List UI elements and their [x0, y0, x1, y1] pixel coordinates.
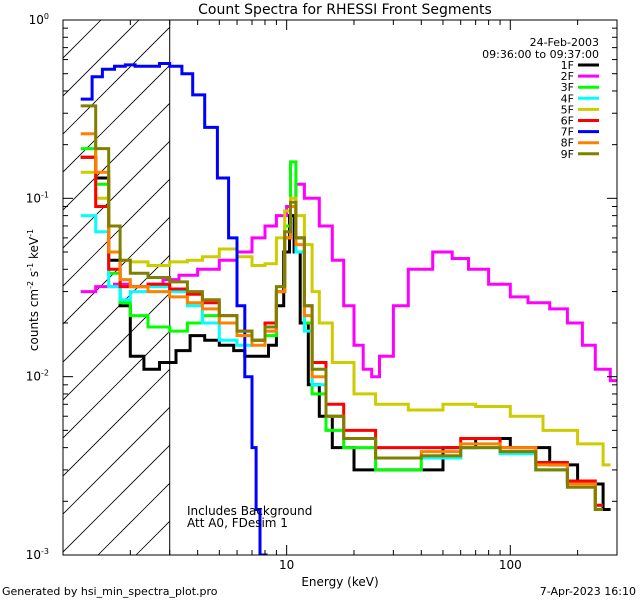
- y-tick-label: 10-1: [26, 190, 49, 205]
- y-tick-label: 10-2: [26, 369, 49, 384]
- time-range-label: 09:36:00 to 09:37:00: [482, 48, 599, 61]
- chart-title: Count Spectra for RHESSI Front Segments: [198, 2, 492, 18]
- series-5F: [80, 170, 611, 467]
- hatch-line: [63, 26, 170, 135]
- legend-label-8F: 8F: [561, 137, 574, 150]
- series-4F: [80, 205, 603, 507]
- legend-label-9F: 9F: [561, 148, 574, 161]
- legend-label-5F: 5F: [561, 103, 574, 116]
- legend-label-2F: 2F: [561, 70, 574, 83]
- hatch-line: [63, 102, 170, 211]
- hatch-line: [63, 64, 170, 173]
- hatch-line: [63, 368, 170, 477]
- hatch-line: [63, 444, 170, 553]
- plot-frame: [62, 19, 618, 556]
- y-axis: 100 10-1 10-2 10-3: [26, 12, 617, 562]
- series-layer: [80, 62, 617, 555]
- x-tick-label: 100: [499, 558, 522, 572]
- series-2F: [80, 182, 617, 383]
- hatch-line: [63, 292, 170, 401]
- footer-timestamp: 7-Apr-2023 16:10: [540, 585, 636, 598]
- series-7F: [80, 62, 268, 555]
- x-axis: 10 100: [62, 20, 618, 572]
- legend-label-1F: 1F: [561, 59, 574, 72]
- legend-label-3F: 3F: [561, 81, 574, 94]
- x-tick-label: 10: [279, 558, 294, 572]
- legend-label-7F: 7F: [561, 126, 574, 139]
- legend-label-4F: 4F: [561, 92, 574, 105]
- y-tick-label: 100: [29, 12, 49, 27]
- series-3F: [80, 147, 603, 511]
- annotation-background: Includes Background: [187, 504, 312, 518]
- legend-label-6F: 6F: [561, 115, 574, 128]
- footer-generated-by: Generated by hsi_min_spectra_plot.pro: [2, 585, 218, 598]
- y-axis-label: counts cm-2 s-1 keV-1: [26, 229, 41, 351]
- date-label: 24-Feb-2003: [530, 36, 599, 49]
- x-axis-label: Energy (keV): [301, 575, 378, 589]
- series-1F: [80, 155, 611, 511]
- series-9F: [80, 104, 603, 511]
- hatch-line: [63, 406, 170, 515]
- annotation-attenuator: Att A0, FDesim 1: [187, 516, 288, 530]
- y-tick-label: 10-3: [26, 547, 49, 562]
